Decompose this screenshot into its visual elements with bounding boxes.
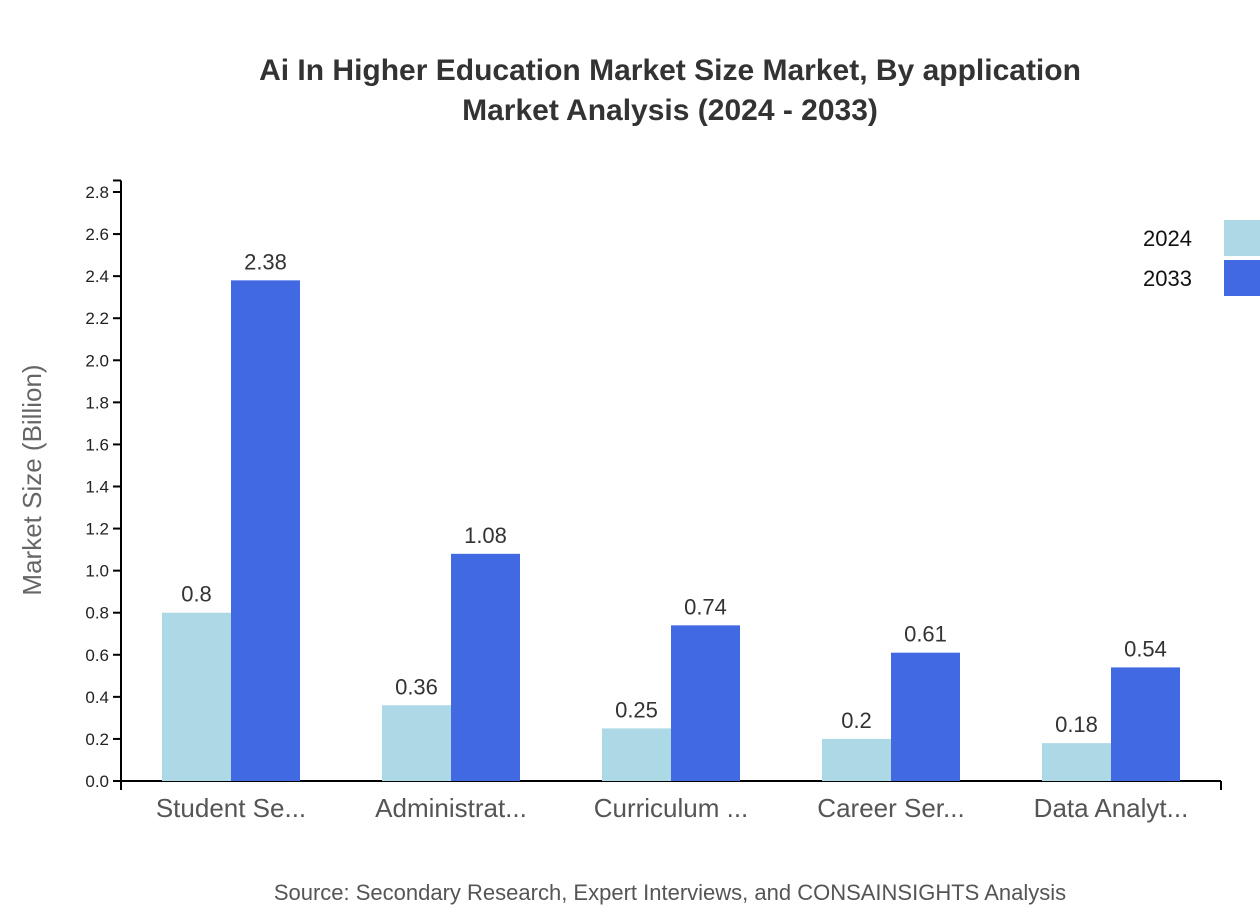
y-tick-label: 2.0: [85, 351, 109, 370]
data-label: 0.2: [841, 708, 872, 733]
data-label: 0.54: [1124, 636, 1167, 661]
bar-2024: [602, 728, 671, 781]
data-label: 0.25: [615, 697, 658, 722]
data-label: 2.38: [244, 249, 287, 274]
y-tick-label: 2.4: [85, 267, 109, 286]
bar-2033: [671, 625, 740, 781]
bar-2024: [382, 705, 451, 781]
data-label: 0.8: [181, 582, 212, 607]
y-tick-label: 1.8: [85, 393, 109, 412]
bar-2033: [1111, 667, 1180, 781]
bar-2033: [231, 280, 300, 781]
legend-swatch: [1224, 220, 1260, 256]
y-tick-label: 0.8: [85, 604, 109, 623]
y-tick-label: 1.0: [85, 562, 109, 581]
chart-title: Ai In Higher Education Market Size Marke…: [259, 54, 1081, 87]
y-tick-label: 0.6: [85, 646, 109, 665]
x-tick-label: Career Ser...: [817, 793, 964, 823]
y-tick-label: 1.2: [85, 520, 109, 539]
data-label: 0.74: [684, 594, 727, 619]
bar-2024: [822, 738, 891, 781]
data-label: 0.61: [904, 622, 947, 647]
x-tick-label: Administrat...: [375, 793, 527, 823]
y-axis-label: Market Size (Billion): [17, 364, 47, 595]
source-note: Source: Secondary Research, Expert Inter…: [274, 880, 1066, 905]
x-tick-label: Student Se...: [156, 793, 306, 823]
bar-2024: [162, 612, 231, 781]
y-tick-label: 1.6: [85, 435, 109, 454]
x-tick-label: Curriculum ...: [594, 793, 749, 823]
bar-2024: [1042, 743, 1111, 781]
y-tick-label: 2.2: [85, 309, 109, 328]
y-tick-label: 0.0: [85, 772, 109, 791]
data-label: 0.18: [1055, 712, 1098, 737]
bar-2033: [451, 553, 520, 781]
bar-2033: [891, 652, 960, 781]
y-tick-label: 2.6: [85, 225, 109, 244]
legend-swatch: [1224, 260, 1260, 296]
y-tick-label: 2.8: [85, 183, 109, 202]
data-label: 0.36: [395, 674, 438, 699]
x-tick-label: Data Analyt...: [1034, 793, 1189, 823]
legend-label: 2033: [1143, 266, 1192, 291]
y-tick-label: 0.4: [85, 688, 109, 707]
data-label: 1.08: [464, 523, 507, 548]
legend-label: 2024: [1143, 226, 1192, 251]
chart-subtitle: Market Analysis (2024 - 2033): [462, 94, 878, 127]
y-tick-label: 0.2: [85, 730, 109, 749]
y-tick-label: 1.4: [85, 478, 109, 497]
